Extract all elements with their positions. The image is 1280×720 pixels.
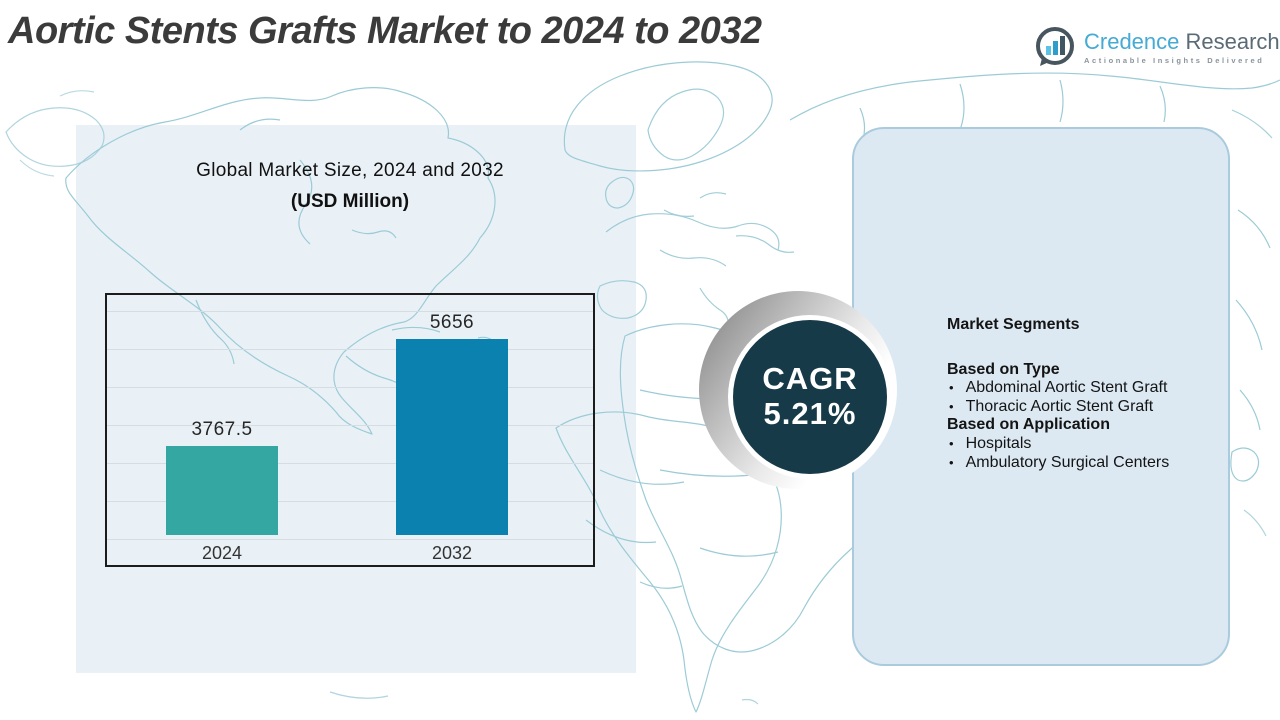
page-title: Aortic Stents Grafts Market to 2024 to 2… — [8, 10, 762, 52]
segments-heading: Market Segments — [947, 316, 1080, 333]
bar-chart: 3767.5 5656 2024 2032 — [105, 293, 595, 567]
brand-tagline: Actionable Insights Delivered — [1084, 55, 1265, 65]
segment-item: Hospitals — [947, 435, 1237, 454]
segment-item: Abdominal Aortic Stent Graft — [947, 379, 1237, 398]
bar-2032 — [396, 339, 508, 535]
segment-group-heading-application: Based on Application — [947, 416, 1110, 434]
cagr-value: 5.21% — [763, 396, 857, 431]
gridline — [107, 311, 593, 312]
market-segments: Market Segments Based on Type Abdominal … — [947, 316, 1237, 472]
segment-item: Thoracic Aortic Stent Graft — [947, 398, 1237, 417]
segment-group-heading-type: Based on Type — [947, 360, 1060, 378]
gridline — [107, 349, 593, 350]
gridline — [107, 501, 593, 502]
cagr-label: CAGR — [762, 361, 858, 396]
gridline — [107, 463, 593, 464]
chart-title: Global Market Size, 2024 and 2032 — [196, 160, 504, 181]
axis-label-2024: 2024 — [201, 543, 243, 563]
chart-subtitle: (USD Million) — [290, 191, 410, 212]
cagr-badge: CAGR 5.21% — [728, 315, 892, 479]
bar-2024 — [166, 446, 278, 535]
axis-label-2032: 2032 — [431, 543, 473, 563]
segment-item-label: Abdominal Aortic Stent Graft — [965, 379, 1168, 397]
bar-group-2032: 5656 — [396, 312, 508, 535]
bar-chart-bubble-icon — [1036, 27, 1074, 66]
brand-logo: Credence Research Actionable Insights De… — [1034, 26, 1280, 68]
chart-header: Global Market Size, 2024 and 2032 (USD M… — [120, 160, 580, 213]
brand-name: Credence Research — [1084, 28, 1280, 54]
segment-item-label: Thoracic Aortic Stent Graft — [965, 397, 1154, 415]
gridline — [107, 387, 593, 388]
segment-item-label: Hospitals — [965, 434, 1032, 452]
bar-group-2024: 3767.5 — [166, 419, 278, 535]
bar-value-2032: 5656 — [429, 312, 475, 333]
segment-item: Ambulatory Surgical Centers — [947, 454, 1237, 473]
segment-item-label: Ambulatory Surgical Centers — [965, 453, 1170, 471]
gridline — [107, 539, 593, 540]
bar-value-2024: 3767.5 — [191, 419, 253, 440]
